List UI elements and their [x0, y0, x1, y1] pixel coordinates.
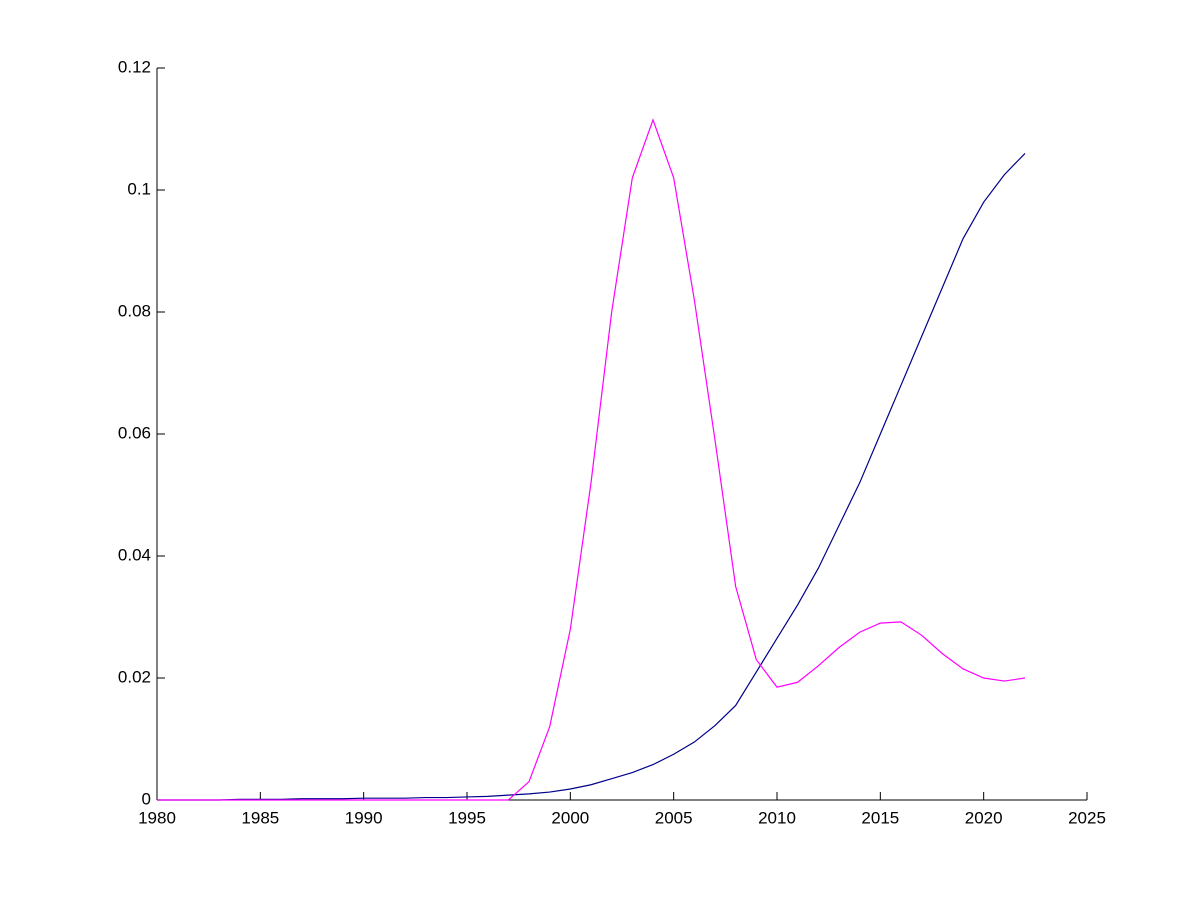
y-tick-label: 0.04 [118, 545, 151, 564]
y-tick-label: 0.1 [127, 179, 151, 198]
x-tick-label: 2000 [551, 808, 589, 827]
y-tick-label: 0.06 [118, 423, 151, 442]
series-line [157, 152, 1026, 801]
x-tick-label: 2015 [861, 808, 899, 827]
x-tick-label: 2005 [655, 808, 693, 827]
x-tick-label: 2025 [1068, 808, 1106, 827]
x-tick-label: 2010 [758, 808, 796, 827]
y-tick-label: 0.08 [118, 301, 151, 320]
x-tick-label: 1985 [241, 808, 279, 827]
x-tick-label: 1980 [138, 808, 176, 827]
y-tick-label: 0 [142, 789, 151, 808]
x-tick-label: 1995 [448, 808, 486, 827]
y-tick-label: 0.02 [118, 667, 151, 686]
x-tick-label: 2020 [965, 808, 1003, 827]
y-tick-label: 0.12 [118, 57, 151, 76]
x-tick-label: 1990 [345, 808, 383, 827]
series-line [157, 118, 1026, 801]
